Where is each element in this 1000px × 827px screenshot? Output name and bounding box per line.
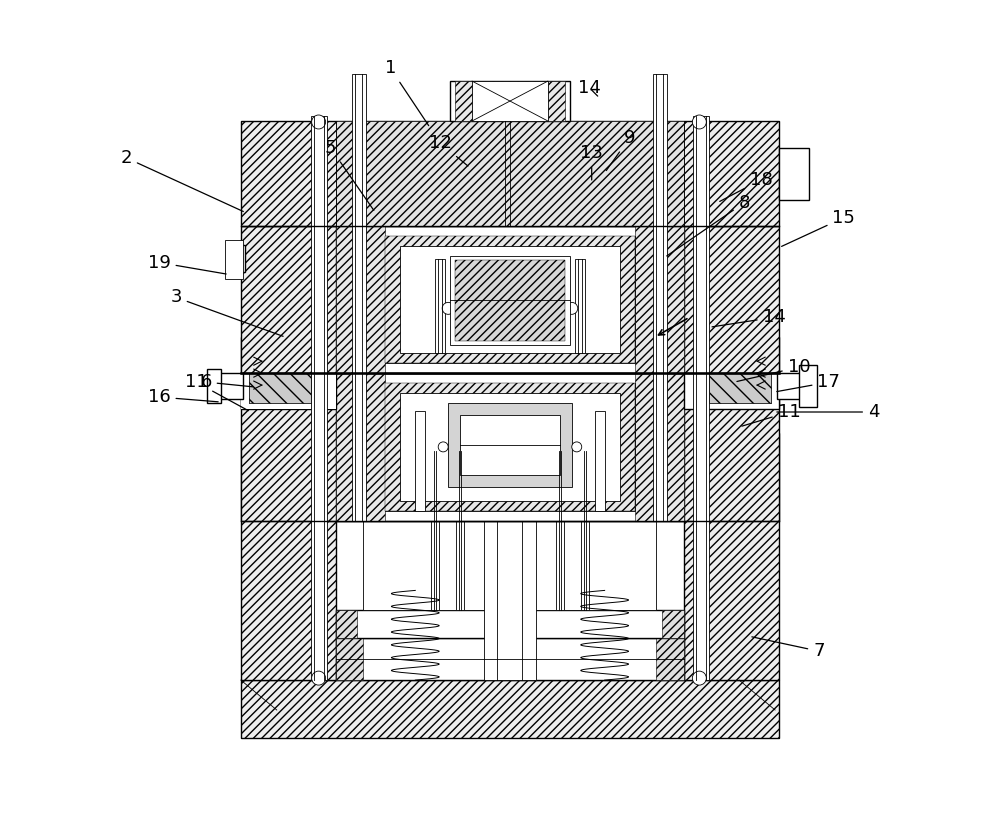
Bar <box>455 81 565 121</box>
Text: 3: 3 <box>170 289 283 337</box>
Bar <box>225 240 243 280</box>
Bar <box>241 337 336 409</box>
Text: 6: 6 <box>200 373 253 391</box>
Bar <box>385 383 635 511</box>
Text: 12: 12 <box>429 134 468 166</box>
Bar <box>336 121 684 226</box>
Bar <box>460 415 560 475</box>
Text: 9: 9 <box>606 129 635 170</box>
Bar <box>431 451 439 610</box>
Bar <box>241 433 336 680</box>
Bar <box>635 373 684 521</box>
Bar <box>635 226 684 373</box>
Bar <box>400 393 620 500</box>
Bar <box>241 373 779 521</box>
Circle shape <box>438 442 448 452</box>
Bar <box>385 383 635 511</box>
Bar <box>352 74 366 521</box>
Bar <box>241 121 779 226</box>
Bar <box>336 373 385 521</box>
Bar <box>799 366 817 407</box>
Circle shape <box>572 442 582 452</box>
Bar <box>448 403 572 487</box>
Text: 17: 17 <box>777 373 840 391</box>
Bar <box>656 638 684 680</box>
Bar <box>241 337 336 409</box>
Text: 11: 11 <box>185 373 248 411</box>
Text: 7: 7 <box>752 637 825 660</box>
Bar <box>684 337 779 409</box>
Text: 11: 11 <box>742 403 800 426</box>
Text: 15: 15 <box>782 208 855 246</box>
Circle shape <box>312 672 326 685</box>
Bar <box>435 259 445 353</box>
Bar <box>241 680 779 738</box>
Bar <box>229 245 245 272</box>
Bar <box>709 343 771 403</box>
Bar <box>336 638 684 680</box>
Text: 19: 19 <box>148 254 226 274</box>
Bar <box>336 226 684 373</box>
Bar <box>693 116 709 680</box>
Text: 2: 2 <box>121 149 243 212</box>
Bar <box>249 343 311 403</box>
Bar <box>219 373 243 399</box>
Text: 13: 13 <box>580 144 603 180</box>
Text: 4: 4 <box>777 403 879 421</box>
Text: 18: 18 <box>720 171 772 202</box>
Bar <box>311 116 327 680</box>
Bar <box>415 411 425 511</box>
Bar <box>336 638 363 680</box>
Bar <box>556 451 564 610</box>
Bar <box>241 226 779 373</box>
Bar <box>336 226 385 373</box>
Circle shape <box>566 303 578 314</box>
Bar <box>684 433 779 680</box>
Text: 8: 8 <box>667 194 750 256</box>
Circle shape <box>442 303 454 314</box>
Bar <box>472 81 548 121</box>
Bar <box>241 433 336 680</box>
Bar <box>249 343 311 403</box>
Bar <box>241 680 779 738</box>
Bar <box>779 148 809 199</box>
Bar <box>581 451 589 610</box>
Bar <box>207 369 221 403</box>
Circle shape <box>692 115 706 129</box>
Text: 1: 1 <box>385 60 429 126</box>
Bar <box>400 246 620 353</box>
Bar <box>684 433 779 680</box>
Bar <box>456 451 464 610</box>
Bar <box>241 121 779 226</box>
Bar <box>450 81 570 121</box>
Text: 10: 10 <box>737 358 810 381</box>
Bar <box>241 373 779 521</box>
Bar <box>385 236 635 363</box>
Bar <box>241 226 779 373</box>
Text: 14: 14 <box>578 79 601 97</box>
Bar <box>455 260 565 342</box>
Bar <box>484 521 536 680</box>
Bar <box>336 610 684 638</box>
Bar <box>363 521 656 610</box>
Text: 16: 16 <box>148 388 218 406</box>
Bar <box>336 373 684 521</box>
Bar <box>575 259 585 353</box>
Bar <box>450 256 570 345</box>
Bar <box>336 610 357 638</box>
Circle shape <box>692 672 706 685</box>
Bar <box>709 343 771 403</box>
Text: 5: 5 <box>325 139 374 210</box>
Circle shape <box>312 115 326 129</box>
Text: 14: 14 <box>712 308 786 327</box>
Bar <box>653 74 667 521</box>
Bar <box>662 610 684 638</box>
Bar <box>595 411 605 511</box>
Bar <box>777 373 801 399</box>
Bar <box>385 236 635 363</box>
